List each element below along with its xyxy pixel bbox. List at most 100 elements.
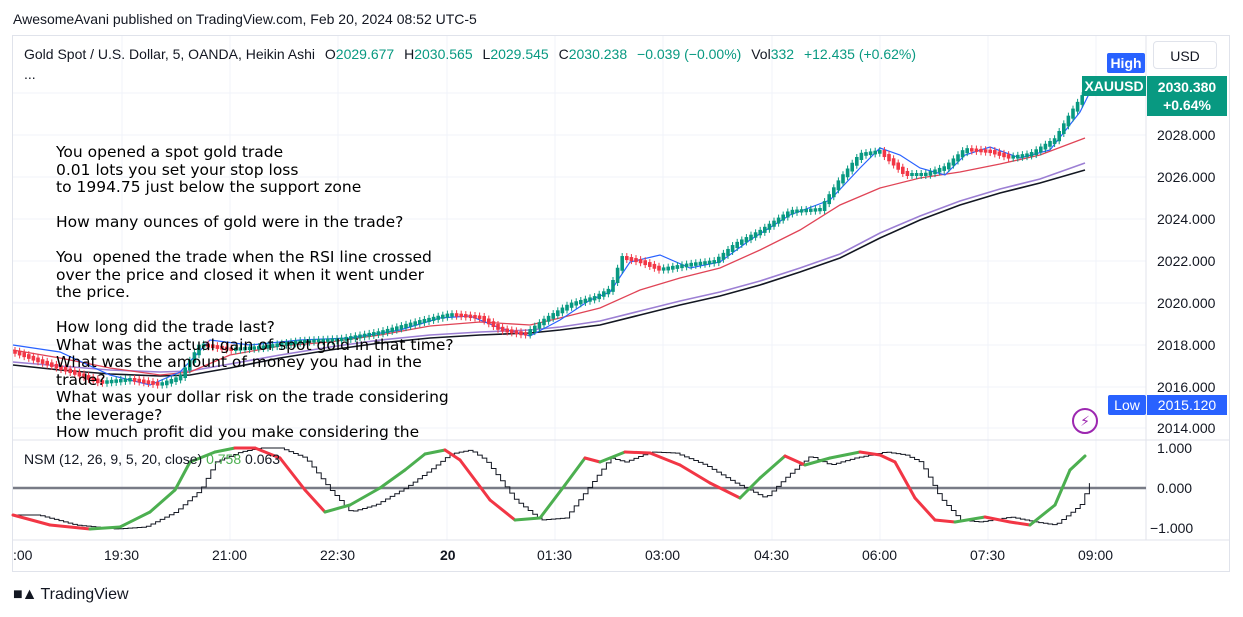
time-axis-label: 20 xyxy=(440,547,456,563)
candle-body xyxy=(362,333,367,338)
candle-body xyxy=(454,313,459,317)
chart-legend: Gold Spot / U.S. Dollar, 5, OANDA, Heiki… xyxy=(24,46,916,62)
candle-body xyxy=(500,326,505,332)
candle-body xyxy=(293,340,298,345)
candle-body xyxy=(887,154,891,162)
candle-body xyxy=(735,241,739,249)
candle-body xyxy=(629,257,634,262)
candle-body xyxy=(211,344,215,349)
candle-body xyxy=(1052,138,1057,144)
candle-body xyxy=(165,380,169,386)
candle-body xyxy=(316,339,321,343)
candle-body xyxy=(850,162,854,172)
candle-body xyxy=(965,148,969,154)
candle-body xyxy=(1011,155,1015,159)
candle-body xyxy=(951,158,956,166)
candle-body xyxy=(592,296,597,301)
candle-body xyxy=(588,297,592,302)
nsm-curve-segment xyxy=(213,446,237,454)
nsm-curve-segment xyxy=(1053,468,1072,507)
candle-body xyxy=(252,346,256,350)
candle-body xyxy=(744,237,749,243)
nsm-curve-segment xyxy=(443,448,462,462)
candle-body xyxy=(556,310,560,317)
legend-more-button[interactable]: ... xyxy=(24,66,36,82)
symbol-price-tag: XAUUSD xyxy=(1082,76,1146,96)
candle-body xyxy=(947,162,951,170)
currency-selector[interactable]: USD xyxy=(1153,41,1217,69)
candle-body xyxy=(142,379,146,384)
candle-body xyxy=(813,208,818,212)
candle-body xyxy=(270,344,275,348)
candle-body xyxy=(997,151,1002,156)
candle-body xyxy=(542,318,546,326)
candle-body xyxy=(970,148,974,152)
candle-body xyxy=(344,336,348,341)
candle-body xyxy=(243,347,247,351)
candle-body xyxy=(1006,154,1011,159)
candle-body xyxy=(13,350,17,354)
time-axis-label: 06:00 xyxy=(862,547,898,563)
candle-body xyxy=(836,180,841,191)
candle-body xyxy=(749,234,753,241)
candle-body xyxy=(882,150,887,158)
candle-body xyxy=(919,173,923,176)
nsm-curve-segment xyxy=(1028,503,1057,527)
time-axis-label: 09:00 xyxy=(1078,547,1114,563)
candle-body xyxy=(395,326,399,331)
candle-body xyxy=(482,315,486,322)
candle-body xyxy=(188,359,192,371)
candle-body xyxy=(40,359,45,364)
candle-body xyxy=(54,363,59,369)
nsm-curve-segment xyxy=(828,450,862,460)
nsm-curve-segment xyxy=(403,452,427,472)
price-gridlines xyxy=(13,92,1146,429)
nsm-curve-segment xyxy=(488,498,517,522)
candle-body xyxy=(643,260,647,266)
price-axis-label: 2020.000 xyxy=(1157,295,1216,311)
nsm-histogram-step-line xyxy=(13,447,1090,530)
time-axis-label: 01:30 xyxy=(537,547,573,563)
nsm-curve-segment xyxy=(913,496,937,522)
nsm-curve-segment xyxy=(623,450,652,455)
candle-body xyxy=(155,381,160,386)
nsm-curve-segment xyxy=(598,450,627,464)
candle-body xyxy=(224,346,229,351)
candle-body xyxy=(772,220,776,227)
candle-body xyxy=(721,252,726,260)
candle-body xyxy=(657,265,661,271)
candle-body xyxy=(514,330,519,335)
candle-body xyxy=(31,355,36,361)
candle-body xyxy=(1075,101,1080,112)
candle-body xyxy=(59,365,63,370)
candle-body xyxy=(1062,123,1066,134)
candle-body xyxy=(349,336,353,340)
candle-body xyxy=(390,327,394,332)
candle-body xyxy=(602,291,606,297)
nsm-curve-segment xyxy=(88,525,122,531)
candle-body xyxy=(206,343,210,348)
legend-change: −0.039 (−0.00%) xyxy=(637,46,742,62)
nsm-curve-segment xyxy=(933,518,957,524)
chart-frame[interactable] xyxy=(12,35,1230,572)
legend-low-value: 2029.545 xyxy=(490,46,549,62)
low-badge: Low xyxy=(1108,395,1146,415)
candle-body xyxy=(983,149,988,153)
candle-body xyxy=(855,157,859,166)
legend-volume-value: 332 xyxy=(770,46,795,62)
candle-body xyxy=(137,378,141,383)
candle-body xyxy=(818,208,822,212)
candle-body xyxy=(91,376,95,382)
candle-body xyxy=(615,267,620,283)
nsm-curve-segment xyxy=(538,483,567,520)
candle-body xyxy=(201,343,206,348)
tradingview-mark-icon: ■▲ xyxy=(13,586,37,603)
candle-body xyxy=(238,347,243,351)
candle-body xyxy=(178,375,183,381)
lightning-icon[interactable]: ⚡ xyxy=(1072,408,1098,434)
price-axis-label: 2022.000 xyxy=(1157,253,1216,269)
candle-body xyxy=(726,248,730,256)
candle-body xyxy=(776,217,781,224)
candle-body xyxy=(937,167,942,173)
